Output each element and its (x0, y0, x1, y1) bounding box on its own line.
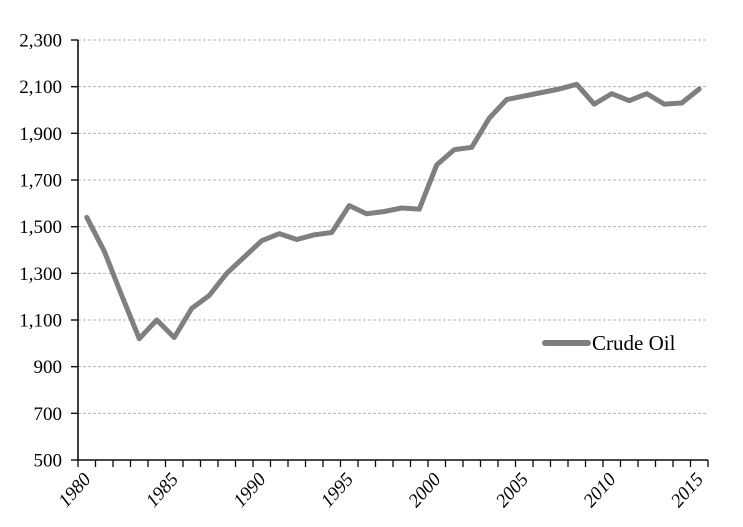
y-tick-label: 700 (34, 404, 63, 425)
y-tick-label: 1,700 (19, 171, 62, 192)
x-tick-label: 2005 (492, 469, 533, 511)
x-tick-label: 1985 (142, 469, 183, 511)
y-tick-label: 1,900 (19, 124, 62, 145)
y-tick-label: 2,300 (19, 31, 62, 52)
y-tick-label: 2,100 (19, 77, 62, 98)
x-tick-label: 2000 (404, 469, 445, 512)
x-tick-label: 1990 (229, 469, 270, 512)
y-tick-label: 1,500 (19, 217, 62, 238)
y-tick-label: 1,100 (19, 311, 62, 332)
crude-oil-series-line (84, 81, 702, 342)
y-tick-label: 500 (34, 451, 63, 472)
legend-label: Crude Oil (592, 331, 676, 355)
y-tick-label: 1,300 (19, 264, 62, 285)
x-tick-label: 2010 (579, 469, 620, 512)
x-tick-label: 1980 (54, 469, 95, 512)
y-tick-label: 900 (34, 357, 63, 378)
x-tick-label: 1995 (317, 469, 358, 511)
x-tick-label: 2015 (667, 469, 708, 511)
